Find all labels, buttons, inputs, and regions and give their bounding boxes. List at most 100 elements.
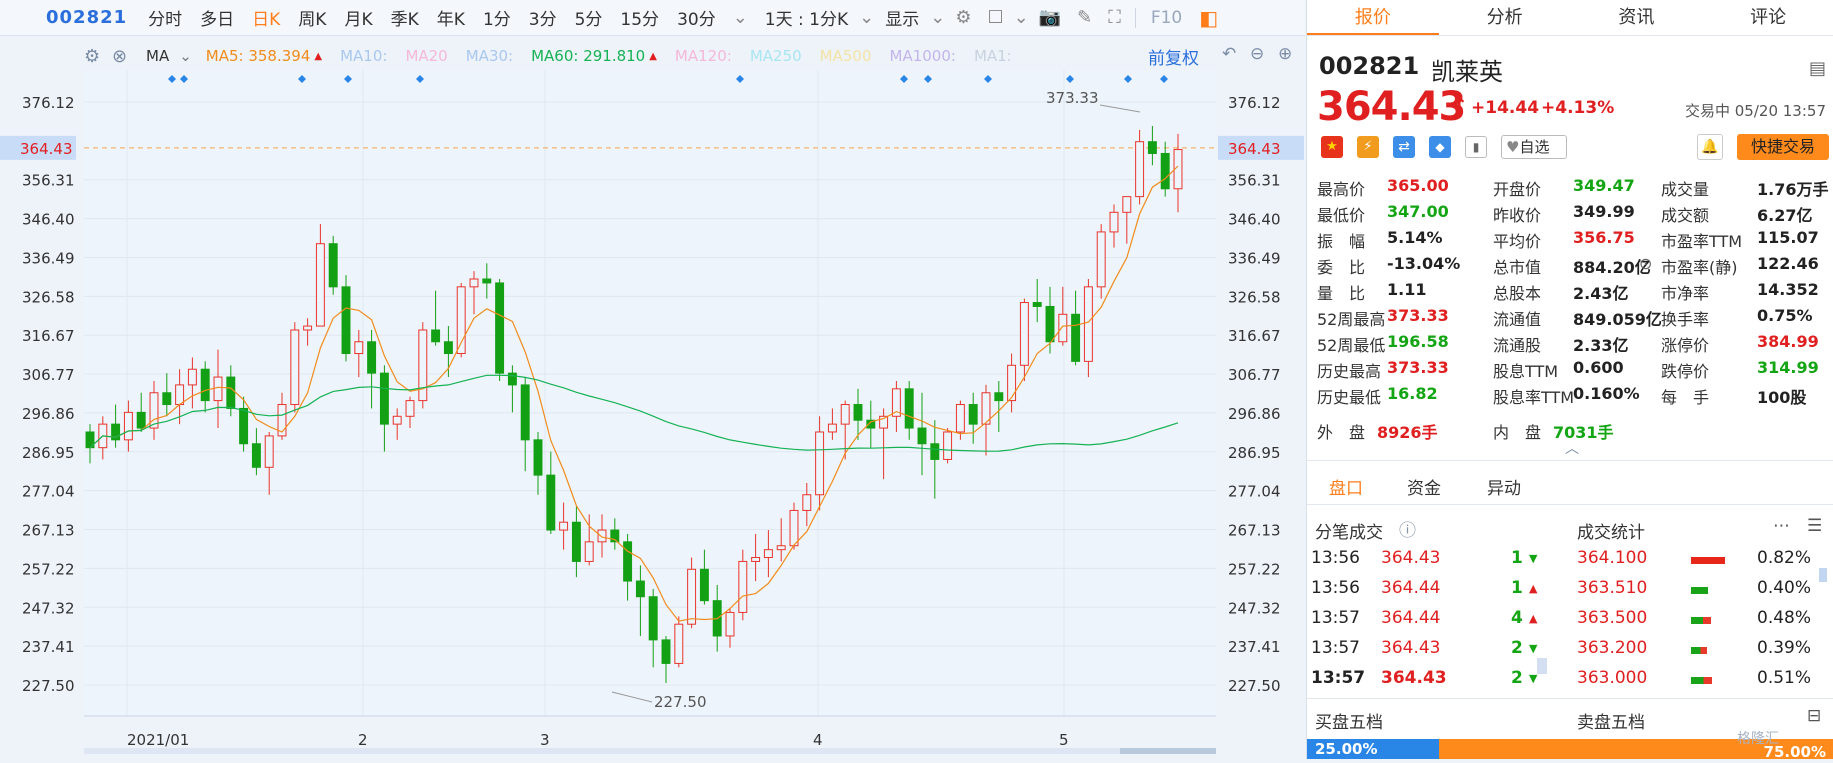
tab-30min[interactable]: 30分 [677,10,716,30]
tab-funds[interactable]: 资金 [1407,479,1441,499]
scroll-marker[interactable] [1537,658,1547,674]
candle-body [930,443,940,460]
kline-svg: 376.12 376.12 356.31 356.31 346.40 346.40 336.… [0,70,1304,754]
stat-bar [1691,647,1707,654]
tab-pankou[interactable]: 盘口 [1329,479,1363,499]
settings-icon[interactable]: ⚙ [84,46,101,67]
candle-body [1071,313,1081,362]
tab-duori[interactable]: 多日 [200,10,235,30]
chevron-down-icon[interactable]: ⌄ [179,47,192,65]
tab-yearly-k[interactable]: 年K [436,10,465,30]
display-menu[interactable]: 显示 [885,10,920,30]
tab-monthly-k[interactable]: 月K [344,10,373,30]
undo-icon[interactable]: ↶ [1222,44,1237,64]
chevron-down-icon[interactable]: ⌄ [1013,7,1029,28]
scrollbar-thumb[interactable] [1819,568,1827,582]
shuffle-icon[interactable]: ⇄ [1393,136,1415,158]
interval-select[interactable]: 1天 : 1分K [764,10,849,30]
tick-volume: 1 [1511,578,1523,598]
tag-icon[interactable]: ◆ [1429,136,1451,158]
field-label: 市盈率(静) [1661,258,1738,277]
candle-body [584,541,594,562]
tab-comments[interactable]: 评论 [1750,7,1787,28]
ma120-value: MA120: [674,47,732,65]
stock-code[interactable]: 002821 [46,7,128,28]
candle-body [1122,196,1132,213]
tab-analysis[interactable]: 分析 [1486,7,1523,28]
tab-3min[interactable]: 3分 [528,10,557,30]
tab-weekly-k[interactable]: 周K [298,10,327,30]
adjust-button[interactable]: 前复权 [1148,49,1199,69]
candle-body [981,392,991,425]
tab-quarterly-k[interactable]: 季K [390,10,419,30]
pencil-icon[interactable]: ✎ [1077,7,1093,28]
tab-news[interactable]: 资讯 [1618,7,1655,28]
candle-body [699,568,709,602]
more-info-icon[interactable]: ⊙ [1639,254,1653,273]
tab-15min[interactable]: 15分 [620,10,660,30]
zoom-out-icon[interactable]: ⊖ [1250,44,1265,64]
up-triangle-icon: ▲ [314,50,323,62]
chevron-down-icon[interactable]: ⌄ [859,7,875,28]
field-label: 成交量 [1661,180,1710,199]
chevron-down-icon[interactable]: ⌄ [732,7,748,28]
collapse-icon[interactable]: ▤ [1809,58,1827,79]
more-icon[interactable]: ⋯ [1773,516,1790,536]
gear-icon[interactable]: ⚙ [955,7,972,28]
field-value: 347.00 [1387,202,1449,221]
tick-price: 364.43 [1381,548,1441,568]
bell-icon[interactable]: 🔔 [1697,134,1723,160]
candle-body [815,431,825,496]
event-marker-icon [736,75,744,83]
close-icon[interactable]: ⊗ [112,46,128,67]
x-tick-label: 4 [813,731,823,749]
event-marker-icon [298,75,306,83]
panel-toggle-icon[interactable]: ◧ [1199,5,1219,30]
list-icon[interactable]: ☰ [1807,516,1823,536]
tab-fenshi[interactable]: 分时 [148,10,183,30]
current-price-label: 364.43 [20,140,73,158]
candle-body [1135,141,1145,198]
zoom-in-icon[interactable]: ⊕ [1278,44,1293,64]
field-label: 成交额 [1661,206,1710,225]
tab-quote[interactable]: 报价 [1307,0,1439,35]
china-flag-icon[interactable]: ★ [1321,136,1343,158]
candle-body [789,509,799,547]
field-label: 流通值 [1493,310,1542,329]
tab-5min[interactable]: 5分 [574,10,603,30]
square-select-icon[interactable]: ☐ [987,7,1004,28]
bookmark-icon[interactable]: ▮ [1465,136,1487,158]
ma1000-value: MA1000: [889,47,956,65]
candle-body [367,341,377,374]
quick-trade-button[interactable]: 快捷交易 [1737,134,1829,160]
candle-body [200,368,210,402]
field-label: 振 幅 [1317,232,1366,251]
help-icon[interactable]: ⓘ [1399,521,1416,541]
kline-chart[interactable]: 376.12 376.12 356.31 356.31 346.40 346.40 336.… [0,37,1305,759]
divider [1307,504,1833,505]
candle-body [303,325,313,331]
ma-label[interactable]: MA [146,47,170,65]
tab-anomaly[interactable]: 异动 [1487,479,1521,499]
field-value: 349.47 [1573,176,1635,195]
chevron-up-icon[interactable]: ︿ [1565,441,1579,457]
candle-body [853,404,863,421]
field-value: 196.58 [1387,332,1449,351]
y-tick-label: 316.67 [22,327,75,345]
tab-1min[interactable]: 1分 [482,10,511,30]
tab-daily-k[interactable]: 日K [252,10,281,30]
lightning-icon[interactable]: ⚡ [1357,136,1379,158]
add-watchlist-button[interactable]: ♥自选 [1501,135,1567,159]
divider [1307,460,1833,461]
ma1-value: MA1: [973,47,1012,65]
chevron-down-icon[interactable]: ⌄ [930,7,946,28]
camera-icon[interactable]: 📷 [1038,7,1062,28]
collapse-icon[interactable]: ⊟ [1807,706,1822,726]
tick-volume: 2 [1511,638,1523,658]
f10-button[interactable]: F10 [1150,7,1183,28]
field-label: 52周最低 [1317,336,1386,355]
candle-body [251,443,261,468]
current-price-label: 364.43 [1228,140,1281,158]
fullscreen-icon[interactable]: ⛶ [1108,7,1121,28]
field-label: 委 比 [1317,258,1366,277]
